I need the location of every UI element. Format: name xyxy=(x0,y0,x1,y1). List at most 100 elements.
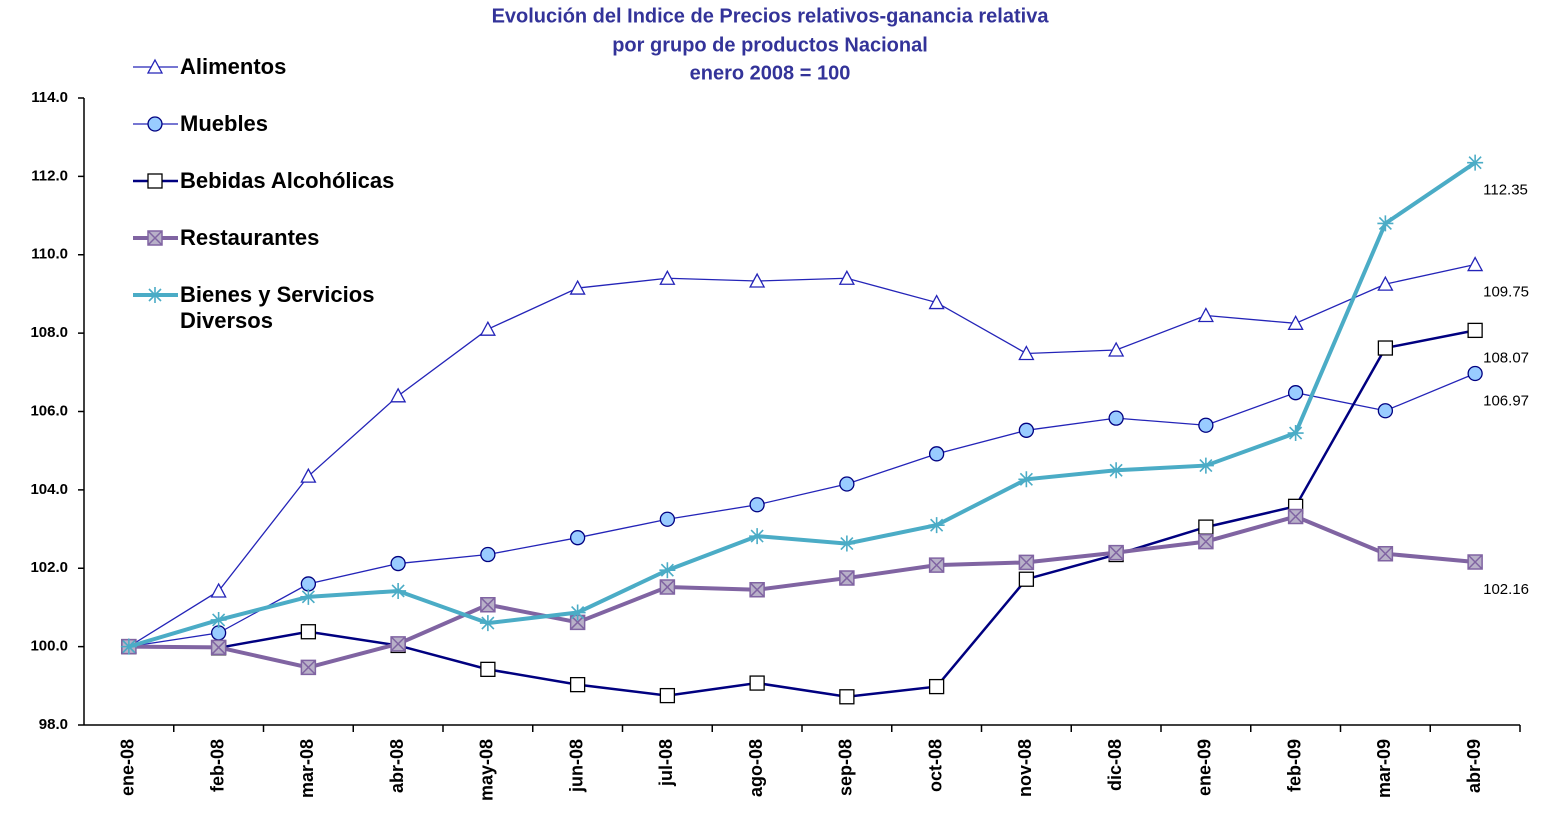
marker xyxy=(838,269,855,285)
marker xyxy=(839,476,855,492)
marker xyxy=(1198,533,1214,550)
marker xyxy=(928,517,945,534)
series-line xyxy=(128,514,1476,670)
marker xyxy=(659,511,676,527)
marker xyxy=(210,625,227,641)
x-tick-label: may-08 xyxy=(477,739,497,801)
marker xyxy=(749,272,766,288)
marker xyxy=(1377,275,1394,291)
marker xyxy=(928,557,945,573)
marker xyxy=(480,661,496,678)
marker xyxy=(659,579,676,595)
marker xyxy=(300,624,317,640)
marker xyxy=(147,116,163,132)
marker xyxy=(1467,322,1483,339)
marker xyxy=(749,497,765,513)
marker xyxy=(210,639,227,656)
marker xyxy=(928,678,945,695)
marker xyxy=(1467,554,1483,570)
marker xyxy=(1108,341,1125,357)
x-tick-label: ene-08 xyxy=(118,739,138,796)
y-tick-label: 108.0 xyxy=(30,324,68,341)
y-tick-label: 106.0 xyxy=(30,402,68,419)
marker xyxy=(390,582,407,599)
x-tick-label: jul-08 xyxy=(656,739,676,787)
data-label: 109.75 xyxy=(1483,284,1529,301)
y-tick-label: 110.0 xyxy=(31,246,68,263)
x-tick-label: ene-09 xyxy=(1195,739,1215,796)
marker xyxy=(839,689,855,705)
marker xyxy=(1018,554,1035,571)
data-label: 112.35 xyxy=(1483,182,1528,199)
marker xyxy=(839,570,855,586)
y-tick-label: 98.0 xyxy=(39,716,68,733)
chart-subtitle: por grupo de productos Nacional xyxy=(612,34,928,56)
y-tick-label: 100.0 xyxy=(30,638,68,655)
marker xyxy=(1198,417,1214,433)
marker xyxy=(1287,425,1304,442)
marker xyxy=(749,582,765,598)
marker xyxy=(146,58,164,74)
x-tick-label: sep-08 xyxy=(836,739,856,796)
marker xyxy=(569,604,586,621)
x-tick-label: jun-08 xyxy=(566,739,586,793)
marker xyxy=(390,387,407,403)
marker xyxy=(300,659,317,676)
marker xyxy=(1377,340,1394,356)
series-line xyxy=(128,372,1476,648)
marker xyxy=(1198,519,1214,535)
data-label: 108.07 xyxy=(1483,349,1529,366)
series-line xyxy=(128,329,1476,699)
marker xyxy=(659,562,676,579)
marker xyxy=(1467,256,1484,272)
marker xyxy=(480,596,496,613)
marker xyxy=(1467,154,1484,171)
x-tick-label: feb-08 xyxy=(207,739,227,792)
marker xyxy=(659,269,676,285)
marker xyxy=(479,320,496,336)
x-tick-label: oct-08 xyxy=(925,739,945,792)
marker xyxy=(1018,571,1035,587)
marker xyxy=(1287,508,1304,525)
legend-label: Bebidas Alcohólicas xyxy=(180,168,395,193)
marker xyxy=(300,467,317,483)
marker xyxy=(147,173,163,189)
x-tick-label: abr-08 xyxy=(387,739,407,793)
marker xyxy=(838,535,855,552)
marker xyxy=(147,230,163,246)
y-tick-label: 104.0 xyxy=(30,481,68,498)
marker xyxy=(390,555,406,572)
marker xyxy=(1108,544,1124,561)
marker xyxy=(1287,314,1304,330)
data-label: 102.16 xyxy=(1483,581,1529,598)
marker xyxy=(569,676,586,693)
marker xyxy=(1467,365,1483,382)
x-tick-label: abr-09 xyxy=(1464,739,1484,793)
marker xyxy=(1018,471,1035,488)
marker xyxy=(1108,462,1125,479)
marker xyxy=(1197,457,1214,474)
marker xyxy=(210,582,227,598)
y-tick-label: 112.0 xyxy=(31,167,68,184)
x-tick-label: feb-09 xyxy=(1284,739,1304,792)
chart-title: Evolución del Indice de Precios relativo… xyxy=(492,5,1050,27)
y-tick-label: 102.0 xyxy=(30,559,68,576)
marker xyxy=(1377,403,1394,419)
x-tick-label: mar-09 xyxy=(1374,739,1394,798)
marker xyxy=(749,675,765,691)
marker xyxy=(928,446,945,462)
data-label: 106.97 xyxy=(1483,392,1529,409)
series-line xyxy=(128,263,1476,648)
marker xyxy=(210,611,227,628)
chart-note: enero 2008 = 100 xyxy=(690,62,851,84)
legend-label: Restaurantes xyxy=(180,225,320,250)
marker xyxy=(1377,215,1394,232)
marker xyxy=(1018,422,1035,438)
series-line xyxy=(128,161,1477,649)
marker xyxy=(120,638,137,655)
marker xyxy=(659,687,676,704)
legend-label: Alimentos xyxy=(180,54,287,79)
marker xyxy=(569,279,586,295)
